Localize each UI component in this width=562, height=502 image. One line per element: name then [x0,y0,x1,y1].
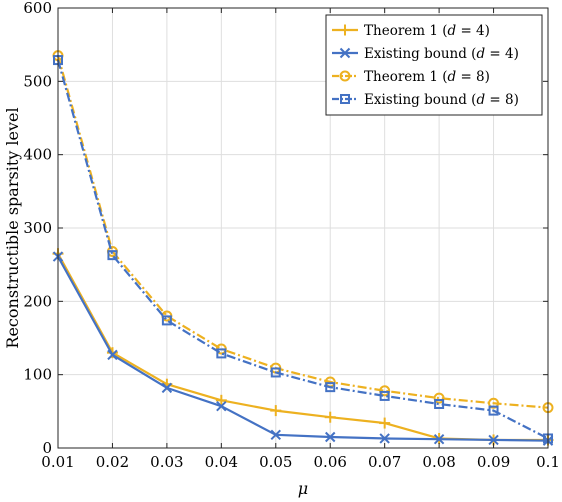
x-tick-label: 0.01 [41,453,74,471]
ticks: 0.01 0.02 0.03 0.04 0.05 0.06 0.07 0.08 0.09 0.1 0… [23,0,560,471]
legend-marker [339,47,351,59]
x-tick-label: 0.06 [314,453,347,471]
series-line [56,59,549,440]
data-point [379,390,390,401]
data-point [434,399,445,409]
data-point [379,417,391,429]
x-tick-label: 0.1 [536,453,560,471]
data-point [488,434,499,446]
data-point [325,431,336,443]
legend-label: Theorem 1 (d = 8) [364,69,490,85]
legend-label: Existing bound (d = 8) [364,92,519,108]
legend: Theorem 1 (d = 4) Existing bound (d = 4) T… [325,14,543,116]
data-point [488,405,499,416]
y-tick-label: 400 [23,146,52,164]
y-tick-label: 0 [42,439,52,457]
data-point [161,382,173,394]
y-tick-label: 300 [23,219,52,237]
y-tick-label: 200 [23,292,52,310]
series-line [56,55,549,409]
x-tick-label: 0.02 [96,453,129,471]
data-point [215,394,227,406]
data-point [107,250,118,261]
legend-marker [339,70,351,82]
legend-marker [340,94,350,104]
legend-item: Theorem 1 (d = 8) [332,69,490,85]
data-point [270,405,282,417]
x-tick-label: 0.08 [422,453,455,471]
x-tick-label: 0.04 [205,453,238,471]
x-tick-label: 0.05 [259,453,292,471]
data-point [433,433,445,445]
legend-marker [339,24,351,36]
legend-label: Theorem 1 (d = 4) [364,23,490,39]
data-point [161,315,172,326]
y-tick-label: 500 [23,72,52,90]
series-1 [52,248,554,446]
data-point [324,411,336,423]
y-tick-label: 100 [23,366,52,384]
legend-label: Existing bound (d = 4) [364,46,519,62]
y-tick-label: 600 [23,0,52,17]
x-tick-label: 0.09 [477,453,510,471]
data-point [325,382,336,393]
legend-box [325,14,543,116]
data-point [488,397,500,409]
data-point [270,367,281,378]
legend-item: Existing bound (d = 8) [332,92,519,108]
data-point [107,349,118,361]
data-point [216,400,227,412]
series-line [57,256,549,442]
series-layer [52,50,554,446]
x-tick-label: 0.07 [368,453,401,471]
data-point [270,429,281,441]
data-point [379,433,390,444]
x-axis-label: μ [298,479,308,498]
data-point [379,385,391,397]
x-tick-label: 0.03 [150,453,183,471]
data-point [216,348,227,359]
y-axis-label: Reconstructible sparsity level [3,107,22,348]
data-point [433,392,445,404]
legend-item: Existing bound (d = 4) [332,46,519,62]
legend-item: Theorem 1 (d = 4) [332,23,490,39]
series-2 [52,251,554,446]
series-line [57,253,548,442]
